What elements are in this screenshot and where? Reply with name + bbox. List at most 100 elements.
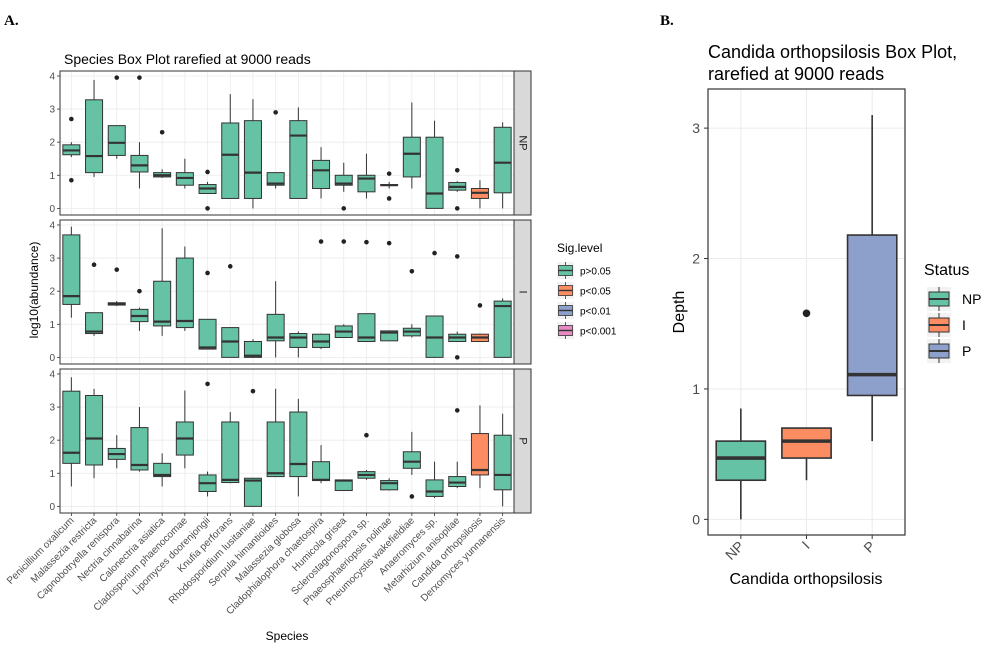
outlier-point	[386, 171, 392, 176]
legend-key	[927, 313, 951, 337]
box-p-capnobotryella-renispora	[107, 435, 126, 469]
y-tick-label: 0	[49, 353, 55, 364]
panel-background	[60, 71, 514, 215]
box-p	[846, 115, 898, 442]
panel-border	[707, 88, 906, 536]
y-axis-label: Depth	[671, 291, 688, 334]
box-p-derxomyces-yunnanensis	[493, 413, 512, 507]
box-body	[715, 440, 767, 482]
box-np-cladophialophora-chaetospira	[312, 147, 331, 199]
box-np-capnobotryella-renispora	[107, 75, 126, 159]
box-p-penicillium-oxalicum	[62, 377, 81, 487]
outlier-point	[477, 303, 483, 308]
box-body	[107, 125, 126, 156]
outlier-point	[69, 116, 74, 122]
outlier-point	[159, 129, 165, 135]
box-np-calonectria-asiatica	[153, 129, 172, 178]
box-p-anaeromyces-sp	[425, 461, 444, 499]
box-body	[62, 234, 81, 305]
facet-strip	[513, 70, 532, 216]
box-body	[289, 411, 308, 478]
outlier-point	[364, 432, 369, 438]
outlier-point	[454, 168, 460, 173]
outlier-point	[432, 250, 437, 256]
y-tick-label: 4	[49, 369, 55, 380]
facet-strip-label: I	[517, 290, 529, 293]
x-tick-label: NP	[722, 538, 747, 563]
outlier-point	[205, 206, 210, 211]
box-i-metarhizium-anisopliae	[448, 254, 467, 360]
box-p-cladosporium-phaenocomae	[175, 390, 194, 469]
outlier-point	[137, 75, 142, 80]
outlier-point	[409, 269, 415, 274]
legend-title: Sig.level	[557, 241, 602, 255]
y-tick-label: 3	[49, 105, 55, 116]
y-tick-label: 2	[49, 287, 55, 298]
legend-label: NP	[962, 291, 981, 307]
box-body	[243, 120, 262, 199]
sig-legend: Sig.level p>0.05 p<0.05 p<0.01 p<0.001	[557, 241, 617, 339]
box-body	[380, 330, 399, 342]
outlier-point	[273, 110, 278, 115]
outlier-point	[364, 239, 369, 245]
box-body	[198, 318, 217, 350]
y-axis-label: log10(abundance)	[27, 242, 41, 339]
box-i-phaeosphaeriopsis-nolinae	[380, 240, 399, 342]
box-np-metarhizium-anisopliae	[448, 168, 467, 211]
box-body	[221, 122, 240, 199]
chart-title-line-2: rarefied at 9000 reads	[708, 64, 884, 84]
box-p-metarhizium-anisopliae	[448, 408, 467, 489]
y-tick-label: 2	[49, 436, 55, 447]
box-body	[153, 280, 172, 327]
legend-key	[927, 339, 951, 363]
outlier-point	[409, 494, 415, 499]
box-body	[493, 434, 512, 491]
outlier-point	[341, 206, 347, 211]
box-p-knufia-perforans	[221, 412, 240, 484]
outlier-point	[205, 270, 210, 276]
box-i-calonectria-asiatica	[153, 228, 172, 336]
box-p-sclerostagonospora-sp	[357, 432, 376, 480]
y-tick-label: 4	[49, 71, 55, 82]
legend-label: p<0.05	[580, 287, 611, 298]
box-np-lipomyces-doorenjongii	[198, 169, 217, 211]
box-np-malassezia-globosa	[289, 107, 308, 199]
outlier-point	[227, 264, 233, 269]
box-body	[493, 126, 512, 194]
facet-strip-label: P	[517, 437, 529, 444]
y-tick-label: 2	[692, 251, 700, 267]
y-tick-label: 3	[692, 120, 700, 136]
box-body	[312, 461, 331, 482]
box-i	[781, 309, 832, 481]
box-np-pneumocystis-wakefieldiae	[402, 102, 421, 189]
outlier-point	[318, 239, 324, 244]
legend-label: p<0.001	[580, 327, 617, 338]
facet-strip	[513, 368, 532, 514]
box-p-malassezia-restricta	[85, 388, 104, 479]
box-np-sclerostagonospora-sp	[357, 153, 376, 199]
box-body	[266, 172, 285, 186]
legend-label: p>0.05	[580, 267, 611, 278]
outlier-point	[386, 240, 392, 246]
box-p-lipomyces-doorenjongii	[198, 381, 217, 497]
legend-title: Status	[924, 262, 969, 279]
y-tick-label: 1	[692, 381, 700, 397]
y-tick-label: 1	[49, 320, 55, 331]
x-tick-label: P	[860, 538, 878, 556]
box-body	[493, 300, 512, 358]
outlier-point	[386, 196, 392, 201]
box-i-pneumocystis-wakefieldiae	[402, 269, 421, 338]
chart-title: Species Box Plot rarefied at 9000 reads	[64, 51, 311, 67]
status-legend: Status NP IP	[924, 262, 981, 363]
facet-strip-label: NP	[517, 135, 529, 150]
box-body	[85, 394, 104, 466]
outlier-point	[205, 169, 210, 175]
box-i-derxomyces-yunnanensis	[493, 298, 512, 358]
panel-letter-b: B.	[660, 13, 674, 29]
box-body	[62, 390, 81, 464]
outlier-point	[114, 267, 120, 272]
panel-background	[60, 220, 514, 364]
x-axis-label: Candida orthopsilosis	[730, 571, 883, 588]
box-i-penicillium-oxalicum	[62, 226, 81, 318]
